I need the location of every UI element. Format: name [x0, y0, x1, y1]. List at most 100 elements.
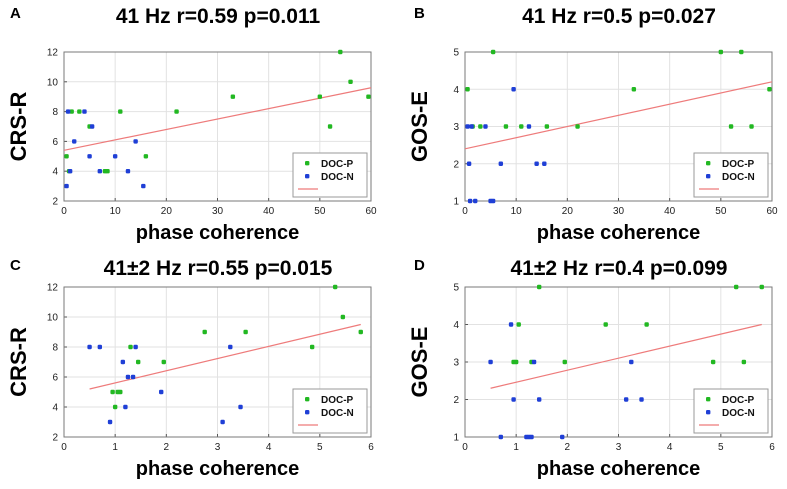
data-point: [97, 169, 103, 174]
legend-label-doc-n: DOC-N: [321, 172, 354, 183]
y-tick-label: 3: [453, 358, 459, 369]
data-point: [69, 109, 74, 114]
legend-marker-doc-n: [305, 410, 310, 415]
panel-label: A: [10, 5, 21, 22]
legend: DOC-P DOC-N: [292, 152, 368, 198]
legend-label-doc-p: DOC-P: [722, 159, 755, 170]
data-point: [82, 109, 87, 114]
x-tick-label: 60: [766, 206, 778, 217]
x-tick-label: 10: [511, 206, 523, 217]
y-tick-label: 5: [453, 48, 459, 59]
legend-label-doc-p: DOC-P: [722, 395, 755, 406]
data-point: [338, 49, 343, 55]
panel-b: B 41 Hz r=0.5 p=0.027 0 10 20 30 40 50 60 1 2 3 4 5 DO…: [407, 5, 778, 244]
data-point: [575, 124, 580, 129]
fit-line: [464, 81, 773, 150]
data-point: [332, 284, 338, 290]
data-point: [759, 284, 764, 290]
y-tick-label: 1: [453, 433, 459, 444]
x-tick-label: 20: [562, 206, 574, 217]
x-tick-label: 0: [462, 442, 468, 453]
data-point: [89, 124, 95, 129]
data-point: [317, 94, 323, 99]
data-point: [174, 109, 179, 114]
y-tick-label: 2: [52, 197, 58, 208]
x-axis-label: phase coherence: [136, 458, 299, 480]
data-point: [309, 344, 315, 350]
x-tick-label: 10: [110, 206, 122, 217]
y-tick-label: 12: [47, 48, 59, 59]
x-tick-label: 60: [365, 206, 377, 217]
data-point: [498, 434, 504, 440]
plot-frame: [464, 286, 773, 438]
data-point: [238, 404, 243, 410]
data-point: [529, 434, 534, 440]
panel-label: C: [10, 257, 21, 274]
x-tick-label: 1: [513, 442, 519, 453]
x-tick-label: 50: [715, 206, 727, 217]
x-tick-label: 20: [161, 206, 173, 217]
x-tick-label: 0: [61, 206, 67, 217]
y-tick-label: 10: [47, 77, 59, 88]
legend-marker-doc-p: [706, 397, 711, 402]
data-point: [733, 284, 739, 290]
panel-a: A 41 Hz r=0.59 p=0.011 0 10 20 30 40 50 60 2 4 6 8 10…: [6, 5, 377, 244]
panel-label: D: [414, 257, 425, 274]
data-point: [741, 359, 747, 365]
plot-frame: [63, 286, 372, 438]
series-doc-n: [488, 322, 644, 440]
legend-marker-doc-n: [706, 410, 711, 415]
data-point: [133, 139, 138, 144]
data-point: [128, 344, 133, 350]
data-point: [503, 124, 509, 129]
legend: DOC-P DOC-N: [693, 388, 769, 434]
data-point: [644, 322, 649, 327]
data-point: [511, 87, 516, 92]
y-axis-label: GOS-E: [407, 91, 432, 162]
data-point: [488, 359, 493, 365]
y-tick-label: 6: [52, 137, 58, 148]
data-point: [64, 154, 69, 159]
x-tick-label: 1: [112, 442, 118, 453]
data-point: [490, 49, 496, 55]
plot-frame: [464, 51, 773, 202]
y-tick-label: 4: [453, 85, 459, 96]
x-tick-label: 30: [212, 206, 224, 217]
x-axis-label: phase coherence: [537, 458, 700, 480]
data-point: [478, 124, 483, 129]
x-tick-label: 6: [368, 442, 374, 453]
data-point: [340, 314, 346, 320]
data-point: [465, 87, 470, 92]
series-doc-n: [64, 109, 146, 189]
series-doc-p: [511, 284, 764, 365]
data-point: [230, 94, 236, 99]
data-point: [513, 359, 519, 365]
data-point: [623, 397, 629, 402]
x-tick-label: 40: [664, 206, 676, 217]
data-point: [65, 109, 71, 114]
data-point: [72, 139, 77, 144]
data-point: [473, 198, 478, 204]
data-point: [728, 124, 734, 129]
data-point: [358, 329, 363, 335]
legend-marker-doc-p: [706, 161, 711, 166]
y-tick-label: 6: [52, 373, 58, 384]
data-point: [465, 124, 470, 129]
data-point: [718, 49, 724, 55]
data-point: [143, 154, 149, 159]
data-point: [511, 397, 516, 402]
data-point: [531, 359, 537, 365]
data-point: [639, 397, 644, 402]
legend-label-doc-p: DOC-P: [321, 395, 354, 406]
x-tick-label: 4: [266, 442, 272, 453]
data-point: [467, 198, 473, 204]
data-point: [749, 124, 754, 129]
y-tick-label: 4: [52, 167, 58, 178]
legend: DOC-P DOC-N: [693, 152, 769, 198]
data-point: [112, 404, 118, 410]
data-point: [348, 79, 353, 84]
x-tick-label: 0: [462, 206, 468, 217]
data-point: [77, 109, 82, 114]
data-point: [125, 374, 131, 380]
legend-label-doc-p: DOC-P: [321, 159, 354, 170]
